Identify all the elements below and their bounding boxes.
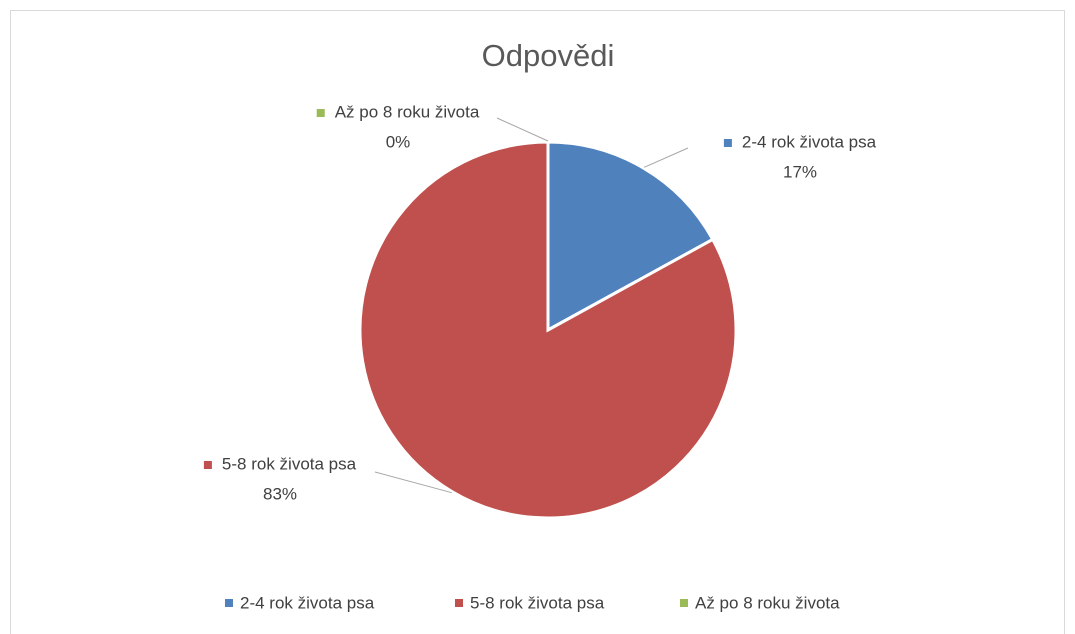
- leader-line: [496, 117, 549, 142]
- leader-line: [374, 471, 452, 494]
- legend-key: [225, 599, 233, 607]
- leader-line: [644, 147, 689, 168]
- data-label-key: [723, 139, 732, 147]
- data-label-name: Až po 8 roku života: [335, 102, 480, 121]
- legend-label: Až po 8 roku života: [695, 593, 840, 612]
- data-label-value: 83%: [263, 484, 297, 503]
- data-label-value: 0%: [386, 132, 411, 151]
- chart-title: Odpovědi: [482, 38, 615, 73]
- data-label-name: 2-4 rok života psa: [742, 132, 877, 151]
- legend-label: 2-4 rok života psa: [240, 593, 375, 612]
- pie-slice: [546, 140, 715, 333]
- data-label-value: 17%: [783, 162, 817, 181]
- legend-key: [680, 599, 688, 607]
- legend-label: 5-8 rok života psa: [470, 593, 605, 612]
- legend-key: [455, 599, 463, 607]
- data-label-name: 5-8 rok života psa: [222, 454, 357, 473]
- data-label-key: [203, 461, 212, 469]
- data-label-key: [316, 109, 325, 117]
